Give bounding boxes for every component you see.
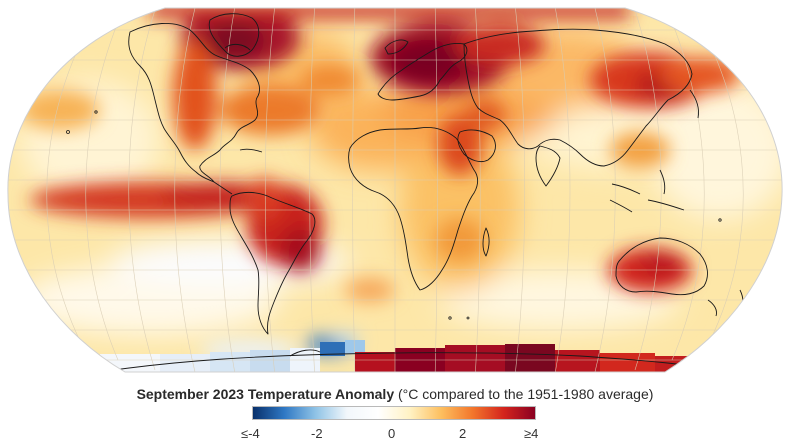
legend-title-subtitle: (°C compared to the 1951-1980 average) [394, 386, 654, 402]
legend-tick-min: ≤-4 [241, 426, 260, 441]
legend-title: September 2023 Temperature Anomaly (°C c… [0, 386, 790, 402]
coastlines [99, 13, 744, 372]
globe-outline [7, 7, 783, 373]
legend-tick-max: ≥4 [524, 426, 539, 441]
map-globe [7, 8, 783, 372]
island-outlines [66, 110, 722, 320]
color-scale-bar [252, 406, 536, 420]
temperature-anomaly-map [7, 7, 783, 373]
graticule [7, 8, 783, 372]
legend-tick-zero: 0 [388, 426, 396, 441]
legend-title-main: September 2023 Temperature Anomaly [136, 386, 395, 402]
legend-tick-pos2: 2 [459, 426, 467, 441]
antarctic-anomaly-blocks [100, 340, 695, 372]
legend-tick-neg2: -2 [311, 426, 323, 441]
